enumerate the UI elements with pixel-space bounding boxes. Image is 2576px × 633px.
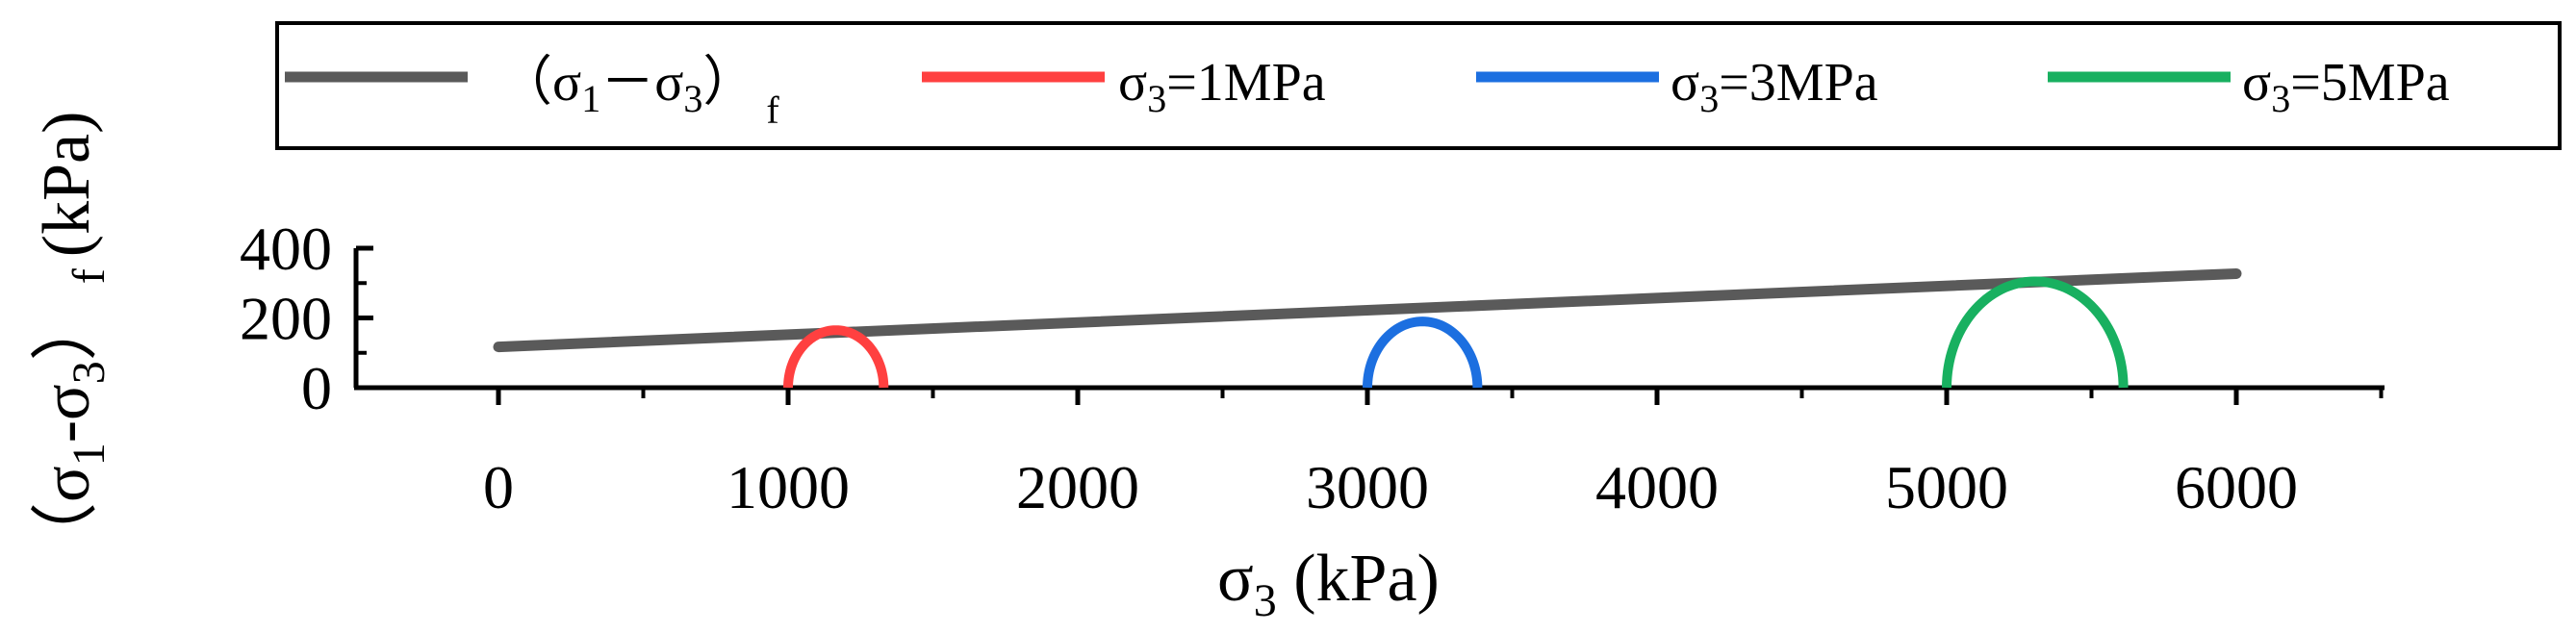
plot-area xyxy=(493,267,2242,389)
legend-label-envelope: （σ1－σ3） f xyxy=(498,53,779,132)
legend-label-s3-3mpa: σ3=3MPa xyxy=(1671,53,1878,120)
legend: （σ1－σ3） f σ3=1MPa σ3=3MPa σ3=5MPa xyxy=(275,21,2562,150)
x-tick-label-2000: 2000 xyxy=(1016,453,1139,521)
mohr-circle-1mpa xyxy=(783,325,889,389)
x-tick-label-4000: 4000 xyxy=(1595,453,1719,521)
envelope-line xyxy=(493,267,2242,353)
y-axis-title: （σ1-σ3）f(kPa) xyxy=(30,112,115,570)
mohr-circle-5mpa xyxy=(1942,276,2129,389)
y-tick-label-200: 200 xyxy=(240,285,332,353)
y-tick-label-0: 0 xyxy=(301,354,332,422)
legend-box xyxy=(275,21,2562,150)
legend-label-s3-5mpa: σ3=5MPa xyxy=(2242,53,2450,120)
x-ticks: 0 1000 2000 3000 4000 5000 6000 xyxy=(483,388,2384,521)
y-tick-label-400: 400 xyxy=(240,215,332,283)
x-tick-label-3000: 3000 xyxy=(1306,453,1429,521)
x-tick-label-5000: 5000 xyxy=(1885,453,2008,521)
x-tick-label-1000: 1000 xyxy=(727,453,850,521)
mohr-circle-3mpa xyxy=(1363,316,1483,389)
x-axis-title: σ3 (kPa) xyxy=(1217,542,1440,626)
x-tick-label-0: 0 xyxy=(483,453,514,521)
x-tick-label-6000: 6000 xyxy=(2175,453,2298,521)
legend-label-s3-1mpa: σ3=1MPa xyxy=(1118,53,1326,120)
